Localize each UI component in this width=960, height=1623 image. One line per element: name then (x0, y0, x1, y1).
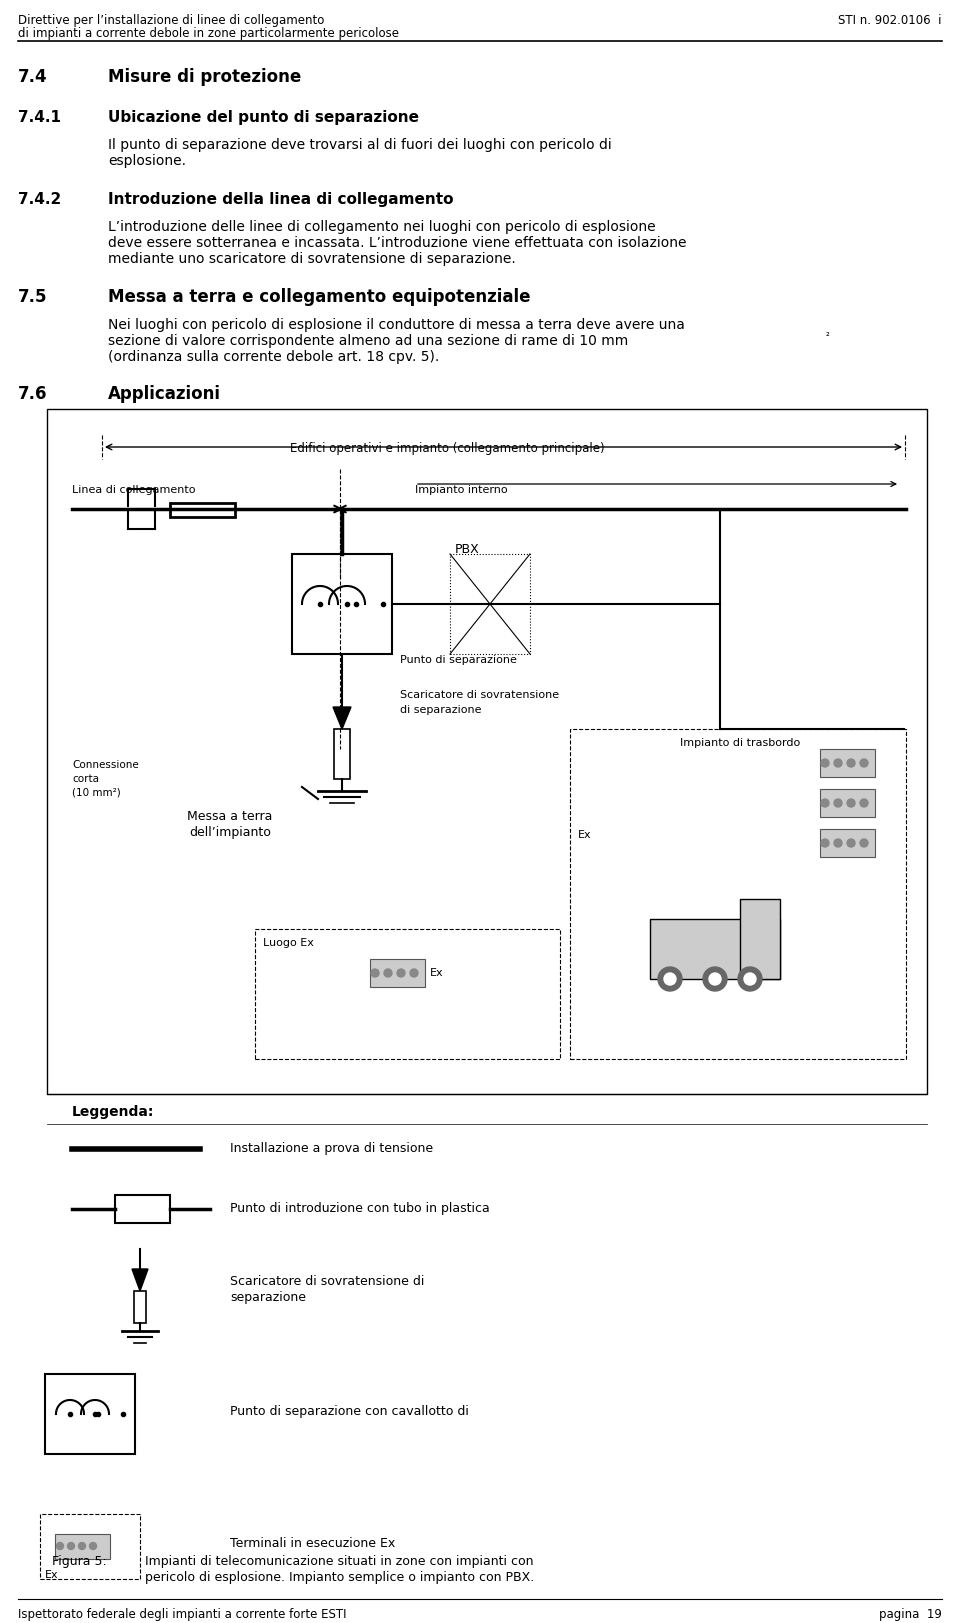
Circle shape (860, 760, 868, 768)
Text: separazione: separazione (230, 1290, 306, 1303)
Text: ²: ² (826, 331, 829, 342)
Text: corta: corta (72, 774, 99, 784)
Text: Impianti di telecomunicazione situati in zone con impianti con: Impianti di telecomunicazione situati in… (145, 1555, 534, 1568)
Text: 7.6: 7.6 (18, 385, 47, 403)
Text: Scaricatore di sovratensione di: Scaricatore di sovratensione di (230, 1274, 424, 1287)
Polygon shape (333, 708, 351, 730)
Text: Leggenda:: Leggenda: (72, 1104, 155, 1118)
Text: L’introduzione delle linee di collegamento nei luoghi con pericolo di esplosione: L’introduzione delle linee di collegamen… (108, 219, 656, 234)
Bar (115, 1195, 170, 1224)
Bar (47, 409, 927, 1094)
Text: 7.4.1: 7.4.1 (18, 110, 61, 125)
Circle shape (821, 800, 829, 808)
Circle shape (847, 760, 855, 768)
Text: Misure di protezione: Misure di protezione (108, 68, 301, 86)
Circle shape (371, 969, 379, 977)
Text: Impianto interno: Impianto interno (415, 485, 508, 495)
Text: Scaricatore di sovratensione: Scaricatore di sovratensione (400, 690, 559, 700)
Circle shape (79, 1542, 85, 1550)
Text: esplosione.: esplosione. (108, 154, 186, 167)
Circle shape (703, 967, 727, 992)
Circle shape (821, 839, 829, 847)
Text: Il punto di separazione deve trovarsi al di fuori dei luoghi con pericolo di: Il punto di separazione deve trovarsi al… (108, 138, 612, 153)
Polygon shape (132, 1269, 148, 1292)
Circle shape (860, 839, 868, 847)
Text: pericolo di esplosione. Impianto semplice o impianto con PBX.: pericolo di esplosione. Impianto semplic… (145, 1569, 535, 1582)
Circle shape (89, 1542, 97, 1550)
Text: Installazione a prova di tensione: Installazione a prova di tensione (230, 1141, 433, 1154)
Text: Nei luoghi con pericolo di esplosione il conduttore di messa a terra deve avere : Nei luoghi con pericolo di esplosione il… (108, 318, 684, 331)
Text: Direttive per l’installazione di linee di collegamento: Direttive per l’installazione di linee d… (18, 15, 324, 28)
Circle shape (384, 969, 392, 977)
Text: Punto di introduzione con tubo in plastica: Punto di introduzione con tubo in plasti… (230, 1201, 490, 1214)
Circle shape (847, 800, 855, 808)
Text: Punto di separazione con cavallotto di: Punto di separazione con cavallotto di (230, 1404, 468, 1417)
Bar (40, 1514, 140, 1579)
Bar (820, 750, 875, 777)
Text: Messa a terra e collegamento equipotenziale: Messa a terra e collegamento equipotenzi… (108, 287, 531, 305)
Bar (55, 1534, 110, 1560)
Bar (334, 730, 350, 779)
Text: Luogo Ex: Luogo Ex (263, 938, 314, 948)
Text: dell’impianto: dell’impianto (189, 826, 271, 839)
Circle shape (658, 967, 682, 992)
Text: sezione di valore corrispondente almeno ad una sezione di rame di 10 mm: sezione di valore corrispondente almeno … (108, 334, 628, 347)
Bar (450, 555, 530, 654)
Bar (292, 555, 392, 654)
Text: Impianto di trasbordo: Impianto di trasbordo (680, 737, 801, 748)
Circle shape (738, 967, 762, 992)
Bar (820, 789, 875, 818)
Text: Punto di separazione: Punto di separazione (400, 654, 516, 664)
Text: Ex: Ex (578, 829, 591, 839)
Circle shape (821, 760, 829, 768)
Bar (45, 1375, 135, 1454)
Circle shape (67, 1542, 75, 1550)
Text: Connessione: Connessione (72, 760, 139, 769)
Text: Figura 5:: Figura 5: (52, 1555, 107, 1568)
Text: Ubicazione del punto di separazione: Ubicazione del punto di separazione (108, 110, 419, 125)
Bar (650, 920, 780, 979)
Bar (255, 930, 560, 1060)
Bar (820, 829, 875, 857)
Bar (370, 959, 425, 987)
Circle shape (834, 760, 842, 768)
Circle shape (410, 969, 418, 977)
Circle shape (664, 974, 676, 985)
Bar (170, 503, 235, 518)
Text: 7.5: 7.5 (18, 287, 47, 305)
Text: deve essere sotterranea e incassata. L’introduzione viene effettuata con isolazi: deve essere sotterranea e incassata. L’i… (108, 235, 686, 250)
Bar (740, 899, 780, 979)
Circle shape (709, 974, 721, 985)
Circle shape (834, 839, 842, 847)
Text: di separazione: di separazione (400, 704, 482, 714)
Text: Ispettorato federale degli impianti a corrente forte ESTI: Ispettorato federale degli impianti a co… (18, 1607, 347, 1620)
Text: pagina  19: pagina 19 (879, 1607, 942, 1620)
Circle shape (397, 969, 405, 977)
Text: Ex: Ex (430, 967, 444, 977)
Text: Terminali in esecuzione Ex: Terminali in esecuzione Ex (230, 1535, 396, 1548)
Text: mediante uno scaricatore di sovratensione di separazione.: mediante uno scaricatore di sovratension… (108, 252, 516, 266)
Circle shape (834, 800, 842, 808)
Text: 7.4: 7.4 (18, 68, 48, 86)
Text: Introduzione della linea di collegamento: Introduzione della linea di collegamento (108, 192, 453, 206)
Text: PBX: PBX (455, 542, 480, 555)
Text: Messa a terra: Messa a terra (187, 810, 273, 823)
Circle shape (847, 839, 855, 847)
Text: STI n. 902.0106  i: STI n. 902.0106 i (838, 15, 942, 28)
Circle shape (744, 974, 756, 985)
Text: 7.4.2: 7.4.2 (18, 192, 61, 206)
Text: (ordinanza sulla corrente debole art. 18 cpv. 5).: (ordinanza sulla corrente debole art. 18… (108, 351, 440, 364)
Text: Edifici operativi e impianto (collegamento principale): Edifici operativi e impianto (collegamen… (290, 441, 605, 454)
Text: Ex: Ex (45, 1569, 59, 1579)
Circle shape (57, 1542, 63, 1550)
Text: (10 mm²): (10 mm²) (72, 787, 121, 797)
Bar (570, 730, 906, 1060)
Text: Linea di collegamento: Linea di collegamento (72, 485, 196, 495)
Text: Applicazioni: Applicazioni (108, 385, 221, 403)
Text: di impianti a corrente debole in zone particolarmente pericolose: di impianti a corrente debole in zone pa… (18, 28, 399, 41)
Circle shape (860, 800, 868, 808)
Bar (134, 1292, 146, 1323)
